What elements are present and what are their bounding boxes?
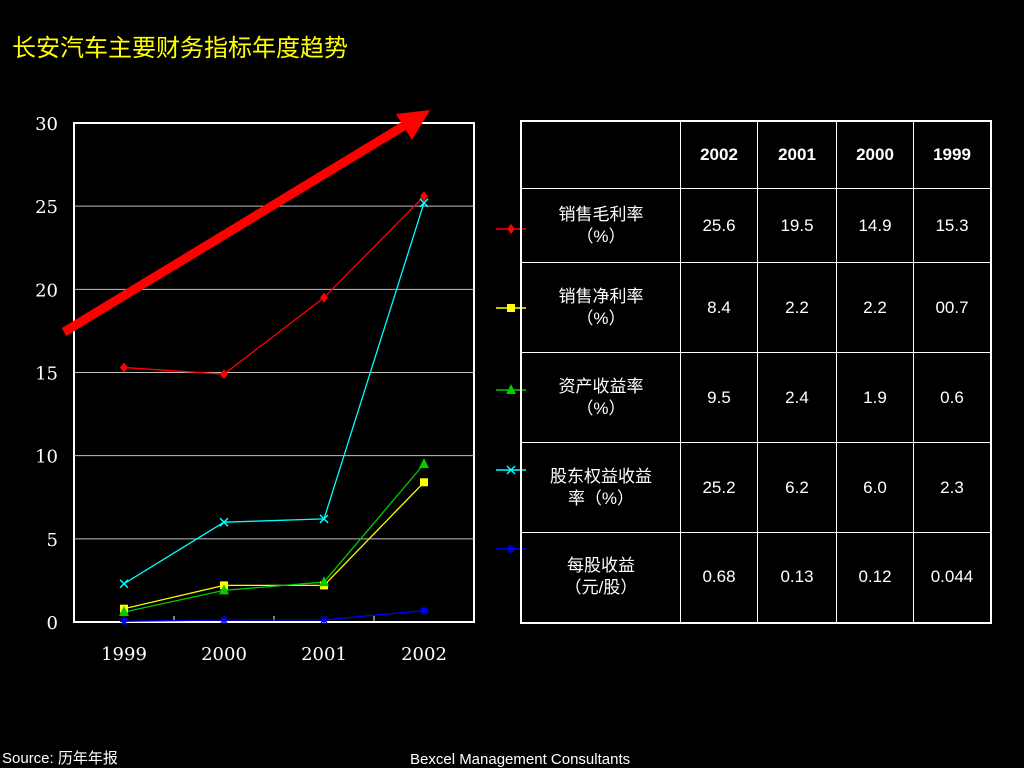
data-point xyxy=(320,292,328,303)
table-row: 股东权益收益 率（%） 25.2 6.2 6.0 2.3 xyxy=(520,442,992,533)
header-year: 1999 xyxy=(913,120,992,189)
table-row: 销售毛利率 （%） 25.6 19.5 14.9 15.3 xyxy=(520,188,992,263)
table-cell: 9.5 xyxy=(680,352,758,443)
data-point xyxy=(420,606,428,615)
y-tick-label: 0 xyxy=(47,613,58,634)
x-tick-label: 1999 xyxy=(101,644,147,665)
data-point xyxy=(119,579,129,589)
header-year: 2001 xyxy=(757,120,837,189)
series-line xyxy=(123,195,425,375)
data-point xyxy=(320,615,328,624)
row-label-unit: （%） xyxy=(576,398,626,418)
data-point xyxy=(120,362,128,373)
data-point xyxy=(507,545,515,553)
table-cell: 0.68 xyxy=(680,532,758,623)
data-point xyxy=(506,384,516,394)
table-cell: 6.0 xyxy=(836,442,914,533)
data-point xyxy=(507,224,515,234)
table-cell: 2.3 xyxy=(913,442,992,533)
data-point xyxy=(119,606,129,617)
page-title: 长安汽车主要财务指标年度趋势 xyxy=(12,34,348,62)
table-cell: 2.2 xyxy=(836,262,914,353)
x-tick-label: 2002 xyxy=(401,644,447,665)
data-point xyxy=(219,517,229,527)
header-year: 2000 xyxy=(836,120,914,189)
data-point xyxy=(420,191,428,202)
table-cell: 8.4 xyxy=(680,262,758,353)
table-cell: 00.7 xyxy=(913,262,992,353)
table-cell: 2.4 xyxy=(757,352,837,443)
trend-arrow-head xyxy=(396,110,430,140)
data-point xyxy=(220,616,228,625)
y-tick-label: 10 xyxy=(35,447,58,468)
table-cell: 0.12 xyxy=(836,532,914,623)
header-empty-cell xyxy=(520,120,681,189)
row-label-unit: 率（%） xyxy=(567,488,635,508)
trend-arrow xyxy=(61,120,410,336)
source-value: 历年年报 xyxy=(57,749,118,767)
table-cell: 6.2 xyxy=(757,442,837,533)
data-point xyxy=(507,304,515,312)
series-line xyxy=(123,610,425,622)
y-tick-label: 5 xyxy=(47,530,58,551)
company-name: Bexcel Management Consultants xyxy=(410,751,631,768)
table-cell: 15.3 xyxy=(913,188,992,263)
header-year: 2002 xyxy=(680,120,758,189)
row-label-line: 每股收益 xyxy=(567,556,635,576)
series-line xyxy=(123,463,425,613)
y-tick-label: 25 xyxy=(35,197,58,218)
row-label-unit: （%） xyxy=(576,226,626,246)
table-row: 资产收益率 （%） 9.5 2.4 1.9 0.6 xyxy=(520,352,992,443)
series-line xyxy=(123,481,425,610)
data-point xyxy=(419,457,429,468)
table-cell: 1.9 xyxy=(836,352,914,443)
series-line xyxy=(123,202,425,585)
y-tick-label: 30 xyxy=(35,114,58,135)
table-row: 每股收益 （元/股） 0.68 0.13 0.12 0.044 xyxy=(520,532,992,623)
table-cell: 0.6 xyxy=(913,352,992,443)
data-table: 2002 2001 2000 1999 销售毛利率 （%） 25.6 19.5 1… xyxy=(520,120,992,624)
row-label: 销售毛利率 （%） xyxy=(520,188,681,263)
table-cell: 19.5 xyxy=(757,188,837,263)
row-label: 资产收益率 （%） xyxy=(520,352,681,443)
row-label: 销售净利率 （%） xyxy=(520,262,681,353)
source-label: Source: xyxy=(2,750,58,767)
row-label-unit: （%） xyxy=(576,308,626,328)
data-point xyxy=(319,576,329,587)
data-point xyxy=(120,617,128,626)
row-label-line: 销售净利率 xyxy=(558,286,644,306)
table-cell: 25.6 xyxy=(680,188,758,263)
row-label-unit: （元/股） xyxy=(564,578,638,598)
data-point xyxy=(219,584,229,595)
table-header-row: 2002 2001 2000 1999 xyxy=(520,120,992,189)
table-row: 销售净利率 （%） 8.4 2.2 2.2 00.7 xyxy=(520,262,992,353)
table-cell: 25.2 xyxy=(680,442,758,533)
y-tick-label: 20 xyxy=(35,280,58,301)
x-tick-label: 2001 xyxy=(301,644,347,665)
data-point xyxy=(319,514,329,524)
table-cell: 0.13 xyxy=(757,532,837,623)
row-label: 股东权益收益 率（%） xyxy=(520,442,681,533)
row-label-line: 销售毛利率 xyxy=(558,204,644,224)
data-point xyxy=(220,369,228,380)
source-note: Source: 历年年报 xyxy=(2,747,118,768)
y-tick-label: 15 xyxy=(35,364,58,385)
row-label-line: 资产收益率 xyxy=(558,376,644,396)
row-label-line: 股东权益收益 xyxy=(550,466,652,486)
table-cell: 2.2 xyxy=(757,262,837,353)
table-cell: 14.9 xyxy=(836,188,914,263)
data-point xyxy=(420,478,428,487)
data-point xyxy=(506,465,516,475)
table-cell: 0.044 xyxy=(913,532,992,623)
row-label: 每股收益 （元/股） xyxy=(520,532,681,623)
data-point xyxy=(419,198,429,208)
x-tick-label: 2000 xyxy=(201,644,247,665)
